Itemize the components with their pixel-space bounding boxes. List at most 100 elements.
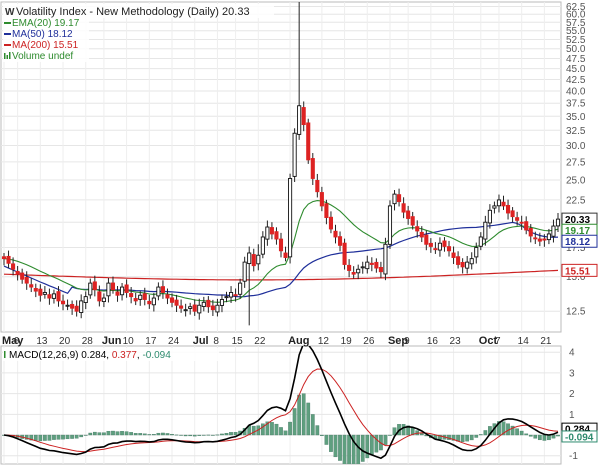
candle bbox=[60, 300, 66, 305]
candle bbox=[269, 227, 274, 235]
candle bbox=[519, 221, 524, 224]
macd-histogram-bar bbox=[165, 433, 170, 436]
candle bbox=[70, 303, 75, 309]
candle bbox=[42, 292, 47, 295]
price-tick-label: 22.5 bbox=[566, 195, 586, 206]
macd-histogram-bar bbox=[211, 434, 215, 436]
date-tick-label: 14 bbox=[518, 336, 530, 347]
candle bbox=[256, 254, 261, 265]
date-tick-label: 26 bbox=[363, 336, 375, 347]
date-tick-label: Aug bbox=[288, 335, 309, 347]
macd-histogram-bar bbox=[38, 434, 43, 442]
candle bbox=[297, 105, 302, 135]
legend-swatch-ema20 bbox=[4, 22, 11, 24]
macd-histogram-bar bbox=[270, 422, 274, 436]
macd-histogram-bar bbox=[392, 427, 397, 436]
macd-histogram-bar bbox=[133, 433, 138, 436]
candle bbox=[151, 297, 156, 306]
date-tick-label: 7 bbox=[495, 336, 501, 347]
candle bbox=[97, 291, 102, 302]
candle bbox=[33, 288, 38, 292]
macd-histogram-bar bbox=[460, 434, 465, 443]
date-tick-label: 13 bbox=[36, 336, 48, 347]
candle bbox=[415, 226, 420, 232]
macd-histogram-bar bbox=[288, 421, 292, 436]
candle bbox=[410, 216, 415, 226]
macd-tick-label: 2 bbox=[569, 389, 575, 400]
candle bbox=[233, 294, 238, 297]
price-tick-label: 62.5 bbox=[566, 2, 586, 13]
candle bbox=[56, 291, 61, 302]
volume-bars-icon bbox=[4, 52, 11, 59]
macd-histogram-bar bbox=[111, 430, 115, 436]
candle bbox=[551, 225, 556, 237]
candle bbox=[319, 192, 324, 207]
candle bbox=[265, 226, 270, 240]
candle bbox=[74, 305, 79, 312]
macd-series bbox=[2, 346, 560, 464]
macd-badge-box bbox=[561, 430, 598, 443]
candle bbox=[83, 296, 88, 304]
candle bbox=[487, 209, 492, 224]
macd-histogram-bar bbox=[97, 432, 102, 436]
macd-histogram-bar bbox=[320, 434, 324, 436]
macd-line bbox=[3, 346, 559, 460]
legend-swatch-ma50 bbox=[4, 33, 11, 35]
main-series bbox=[1, 2, 561, 326]
candle bbox=[456, 256, 461, 265]
candle bbox=[20, 272, 25, 280]
candle bbox=[524, 221, 529, 231]
candle bbox=[310, 158, 315, 179]
candle bbox=[224, 296, 229, 299]
candle bbox=[288, 178, 293, 258]
price-tick-label: 37.5 bbox=[566, 99, 586, 110]
chart-title-group: W Volatility Index - New Methodology (Da… bbox=[3, 4, 274, 18]
candle bbox=[555, 218, 561, 227]
macd-histogram-bar bbox=[161, 432, 165, 436]
macd-histogram-bar bbox=[61, 434, 65, 440]
candle bbox=[542, 238, 547, 241]
date-tick-label: 20 bbox=[59, 336, 71, 347]
price-badge: 19.17 bbox=[565, 226, 590, 237]
macd-histogram-bar bbox=[324, 434, 329, 445]
macd-histogram-bar bbox=[88, 432, 93, 436]
price-tick-label: 42.5 bbox=[566, 75, 586, 86]
macd-histogram-bar bbox=[310, 414, 315, 436]
price-tick-label: 57.5 bbox=[566, 18, 586, 29]
macd-histogram-bar bbox=[120, 431, 124, 436]
macd-histogram-bar bbox=[56, 434, 61, 440]
candle bbox=[79, 300, 84, 313]
candle bbox=[515, 217, 520, 221]
candle bbox=[115, 291, 120, 296]
candle bbox=[315, 180, 320, 193]
macd-histogram-bar bbox=[451, 434, 456, 441]
price-tick-label: 47.5 bbox=[566, 54, 586, 65]
macd-histogram-bar bbox=[356, 434, 361, 464]
candle bbox=[215, 304, 220, 313]
price-badge: 15.51 bbox=[565, 266, 590, 277]
candle bbox=[510, 210, 515, 218]
macd-histogram-bar bbox=[115, 431, 120, 436]
macd-histogram-bar bbox=[260, 423, 265, 436]
date-tick-label: 23 bbox=[450, 336, 462, 347]
macd-badge: -0.094 bbox=[565, 432, 594, 443]
macd-histogram-bar bbox=[419, 433, 424, 436]
title-box bbox=[3, 4, 274, 18]
price-tick-label: 45.0 bbox=[566, 64, 586, 75]
candle bbox=[142, 293, 147, 300]
macd-legend: MACD(12,26,9) 0.284, 0.377, -0.094 bbox=[3, 348, 219, 361]
date-tick-label: Jun bbox=[102, 335, 122, 347]
candle bbox=[242, 261, 247, 282]
price-badge: 18.12 bbox=[565, 237, 590, 248]
macd-histogram-bar bbox=[297, 394, 302, 436]
macd-histogram-bar bbox=[388, 434, 392, 436]
candle bbox=[278, 238, 284, 252]
macd-histogram-bar bbox=[174, 434, 179, 436]
price-badge-box bbox=[561, 234, 598, 248]
candle bbox=[160, 286, 165, 293]
candle bbox=[133, 298, 138, 302]
macd-histogram-bar bbox=[142, 433, 147, 436]
macd-histogram-bar bbox=[465, 434, 470, 442]
candle bbox=[283, 252, 288, 258]
macd-histogram-bar bbox=[147, 434, 152, 436]
